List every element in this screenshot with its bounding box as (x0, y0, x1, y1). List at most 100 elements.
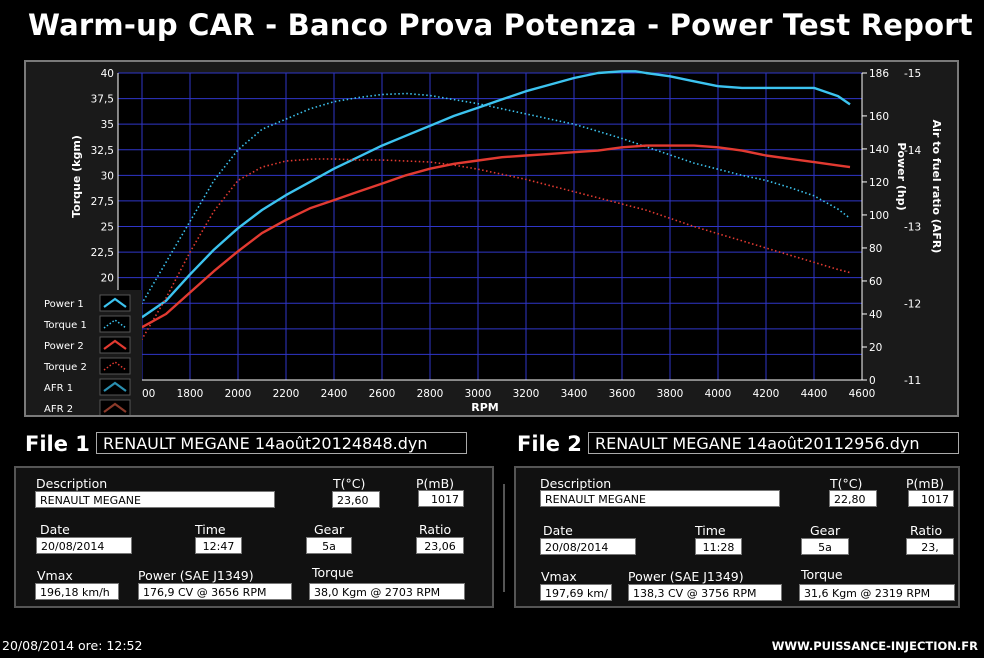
file-2-temp-label: T(°C) (830, 476, 863, 491)
x-tick-label: 4000 (705, 388, 732, 400)
legend-label: Power 1 (44, 299, 84, 310)
x-tick-label: 2600 (369, 388, 396, 400)
y-right-power-tick-label: 80 (869, 243, 882, 255)
x-axis-label: RPM (471, 401, 498, 414)
file-2-time-value: 11:28 (695, 538, 742, 555)
y-left-tick-label: 22,5 (91, 247, 114, 259)
x-tick-label: 3800 (657, 388, 684, 400)
legend-swatch-box (99, 294, 131, 312)
series-line-torque-2 (129, 158, 851, 345)
file-2-power-label: Power (SAE J1349) (628, 569, 744, 584)
file-1-time-value: 12:47 (195, 537, 242, 554)
y-left-tick-label: 25 (101, 222, 114, 234)
file-1-ratio-label: Ratio (419, 522, 452, 537)
file-2-description-label: Description (540, 476, 612, 491)
x-tick-label: 2000 (225, 388, 252, 400)
legend-label: Power 2 (44, 341, 84, 352)
x-tick-label: 2800 (417, 388, 444, 400)
file-2-date-label: Date (543, 523, 573, 538)
file-2-temp-value: 22,80 (829, 490, 877, 507)
report-title: Warm-up CAR - Banco Prova Potenza - Powe… (28, 8, 973, 42)
file-1-ratio-value: 23,06 (416, 537, 464, 554)
y-left-tick-label: 20 (101, 273, 114, 285)
y-right-power-tick-label: 100 (869, 210, 889, 222)
legend-swatch (103, 297, 127, 308)
y-right-power-tick-label: 186 (869, 68, 889, 80)
file-2-ratio-value: 23, (906, 538, 954, 555)
file-2-vmax-label: Vmax (541, 569, 577, 584)
file-1-date-label: Date (40, 522, 70, 537)
file-1-torque-label: Torque (312, 565, 354, 580)
legend-swatch (103, 339, 127, 350)
legend-swatch (103, 319, 127, 329)
file-1-temp-value: 23,60 (332, 491, 380, 508)
file-1-date-value: 20/08/2014 (36, 537, 132, 554)
y-left-tick-label: 30 (101, 170, 114, 182)
legend-swatch-box (99, 399, 131, 415)
file-2-ratio-label: Ratio (910, 523, 943, 538)
file-2-label: File 2 (517, 432, 582, 456)
x-tick-label: 4200 (753, 388, 780, 400)
y-right-afr-tick-label: -12 (904, 298, 921, 310)
legend-swatch (103, 361, 127, 371)
file-1-power-value: 176,9 CV @ 3656 RPM (138, 583, 292, 600)
y-right-power-tick-label: 40 (869, 309, 882, 321)
y-right-power-tick-label: 0 (869, 375, 876, 387)
x-tick-label: 1800 (177, 388, 204, 400)
file-1-description-label: Description (36, 476, 108, 491)
file-1-temp-label: T(°C) (333, 476, 366, 491)
x-tick-label: 2400 (321, 388, 348, 400)
x-tick-label: 3000 (465, 388, 492, 400)
y-left-tick-label: 32,5 (91, 145, 114, 157)
file-2-torque-value: 31,6 Kgm @ 2319 RPM (799, 584, 955, 601)
y-right-afr-tick-label: -11 (904, 375, 921, 387)
file-2-vmax-value: 197,69 km/ (540, 584, 612, 601)
legend-label: AFR 1 (44, 383, 73, 394)
y-right-power-tick-label: 160 (869, 111, 889, 123)
panel-separator (503, 484, 505, 592)
file-2-torque-label: Torque (801, 567, 843, 582)
y-right-power-axis-label: Power (hp) (895, 142, 908, 210)
y-right-afr-tick-label: -15 (904, 68, 921, 80)
legend-swatch-box (99, 357, 131, 375)
file-1-vmax-label: Vmax (37, 568, 73, 583)
y-right-power-tick-label: 20 (869, 342, 882, 354)
y-right-afr-tick-label: -14 (904, 145, 921, 157)
legend-swatch-box (99, 315, 131, 333)
y-right-power-tick-label: 120 (869, 177, 889, 189)
file-1-description-value: RENAULT MEGANE (35, 491, 275, 508)
y-left-tick-label: 37,5 (91, 94, 114, 106)
file-2-description-value: RENAULT MEGANE (540, 490, 780, 507)
file-1-label: File 1 (25, 432, 90, 456)
series-line-power-2 (141, 144, 851, 329)
file-1-pressure-value: 1017 (418, 490, 464, 507)
report-datetime: 20/08/2014 ore: 12:52 (2, 638, 143, 653)
legend-swatch (103, 381, 127, 392)
file-1-pressure-label: P(mB) (416, 476, 455, 491)
dyno-chart-panel: 1600180020002200240026002800300032003400… (24, 60, 959, 417)
file-1-vmax-value: 196,18 km/h (35, 583, 119, 600)
legend-swatch (103, 402, 127, 413)
x-tick-label: 3200 (513, 388, 540, 400)
file-2-filename: RENAULT MEGANE 14août20112956.dyn (588, 432, 959, 454)
y-right-power-tick-label: 140 (869, 144, 889, 156)
file-1-power-label: Power (SAE J1349) (138, 568, 254, 583)
dyno-chart: 1600180020002200240026002800300032003400… (30, 68, 943, 415)
legend-swatch-box (99, 336, 131, 354)
y-right-afr-axis-label: Air to fuel ratio (AFR) (930, 120, 943, 254)
x-tick-label: 2200 (273, 388, 300, 400)
legend-label: AFR 2 (44, 404, 73, 415)
y-left-tick-label: 27,5 (91, 196, 114, 208)
x-tick-label: 3400 (561, 388, 588, 400)
file-2-pressure-label: P(mB) (906, 476, 945, 491)
x-tick-label: 4400 (801, 388, 828, 400)
file-2-gear-value: 5a (801, 538, 849, 555)
file-1-time-label: Time (195, 522, 226, 537)
series-line-power-1 (141, 70, 851, 319)
file-2-date-value: 20/08/2014 (540, 538, 636, 555)
y-right-power-tick-label: 60 (869, 276, 882, 288)
x-tick-label: 4600 (849, 388, 876, 400)
file-2-pressure-value: 1017 (908, 490, 954, 507)
legend-swatch-box (99, 378, 131, 396)
website-link[interactable]: WWW.PUISSANCE-INJECTION.FR (771, 639, 978, 653)
